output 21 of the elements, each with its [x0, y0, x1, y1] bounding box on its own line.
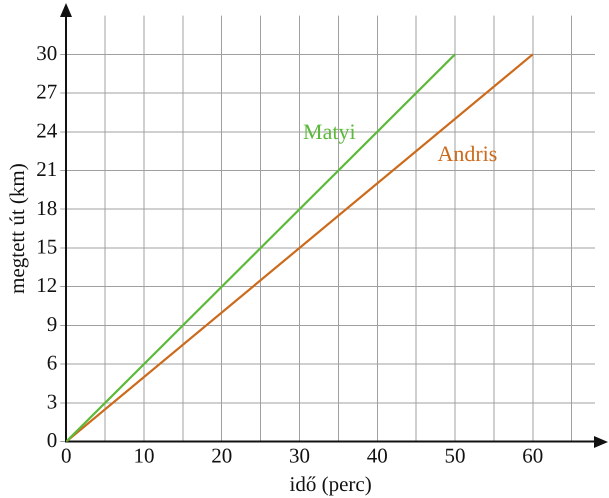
- y-tick-label: 9: [46, 312, 58, 336]
- series-label: Matyi: [303, 119, 356, 144]
- y-tick-label: 24: [36, 118, 58, 142]
- y-tick-label: 12: [36, 273, 58, 298]
- x-tick-label: 50: [444, 444, 466, 468]
- y-tick-label: 3: [46, 389, 58, 414]
- y-tick-label: 0: [46, 428, 58, 452]
- y-tick-label: 6: [46, 350, 58, 375]
- y-tick-label: 21: [36, 157, 58, 182]
- series-label: Andris: [437, 141, 498, 166]
- x-tick-label: 40: [366, 444, 388, 468]
- y-tick-label: 27: [36, 80, 58, 104]
- x-axis-title: idő (perc): [289, 472, 372, 496]
- x-tick-label: 20: [211, 444, 232, 468]
- x-tick-label: 10: [133, 444, 154, 468]
- y-tick-label: 30: [36, 40, 58, 65]
- x-tick-label: 30: [288, 444, 310, 468]
- y-tick-label: 15: [36, 234, 58, 258]
- x-tick-label: 60: [522, 444, 544, 468]
- y-axis-title: megtett út (km): [5, 163, 30, 294]
- y-tick-label: 18: [36, 196, 58, 220]
